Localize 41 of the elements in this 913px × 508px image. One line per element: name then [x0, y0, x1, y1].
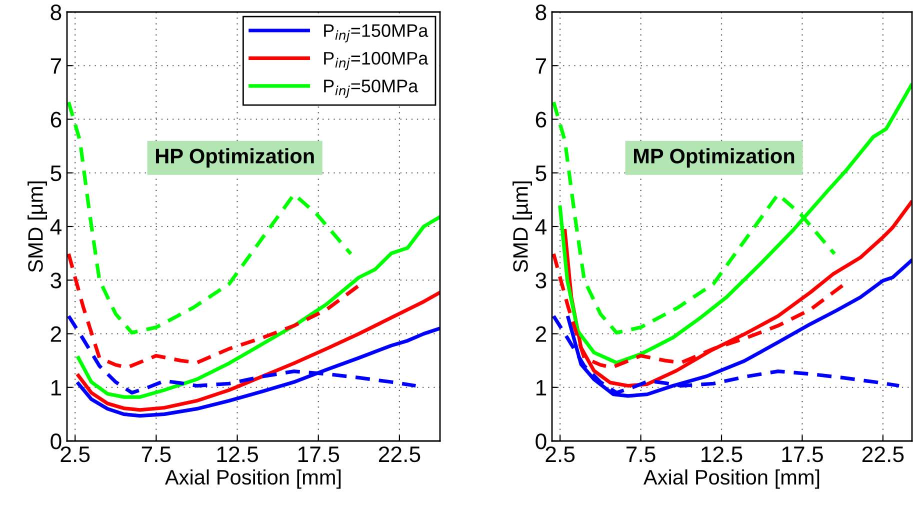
legend-label: P$_{inj}$=150MPa	[324, 24, 428, 42]
line-series	[67, 252, 361, 370]
line-series	[76, 215, 440, 399]
x-axis-title: Axial Position [mm]	[164, 469, 341, 489]
y-tick-label: 2	[536, 326, 546, 342]
y-tick-label: 4	[535, 219, 546, 235]
legend-label: P$_{inj}$=50MPa	[324, 80, 418, 98]
x-tick-label: 2.5	[60, 446, 90, 462]
x-tick-label: 17.5	[782, 446, 823, 462]
legend-label: P$_{inj}$=100MPa	[324, 52, 428, 70]
x-tick-label: 17.5	[298, 446, 340, 462]
y-tick-label: 1	[536, 380, 546, 396]
y-tick-label: 3	[536, 272, 546, 288]
x-axis-title: Axial Position [mm]	[643, 469, 820, 489]
y-tick-label: 5	[536, 166, 546, 182]
y-tick-label: 0	[536, 434, 546, 450]
y-tick-label: 6	[50, 112, 62, 128]
y-tick-label: 2	[50, 326, 62, 342]
x-tick-label: 12.5	[702, 446, 742, 462]
line-series	[76, 290, 440, 412]
x-tick-label: 22.5	[378, 446, 420, 462]
annotation: MP Optimization	[634, 148, 794, 168]
y-tick-label: 1	[51, 380, 62, 396]
x-tick-label: 7.5	[626, 446, 656, 462]
x-tick-label: 2.5	[546, 446, 575, 462]
y-tick-label: 0	[50, 434, 62, 450]
y-axis-title: SMD [µm]	[512, 181, 532, 272]
x-tick-label: 7.5	[142, 446, 171, 462]
y-axis-title: SMD [µm]	[28, 181, 48, 272]
y-tick-label: 8	[536, 4, 546, 20]
y-tick-label: 8	[50, 4, 62, 20]
y-tick-label: 7	[50, 58, 62, 74]
y-tick-label: 4	[50, 219, 62, 235]
y-tick-label: 7	[536, 58, 546, 74]
x-tick-label: 22.5	[862, 446, 904, 462]
annotation: HP Optimization	[156, 148, 314, 168]
y-tick-label: 3	[50, 272, 62, 288]
y-tick-label: 6	[536, 112, 546, 128]
line-series	[67, 100, 353, 334]
y-tick-label: 5	[50, 166, 62, 182]
x-tick-label: 12.5	[217, 446, 258, 462]
